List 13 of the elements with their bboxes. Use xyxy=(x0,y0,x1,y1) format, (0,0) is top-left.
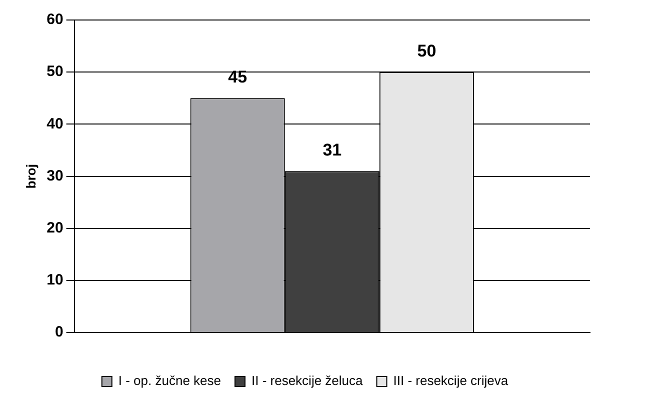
y-tick-label: 50 xyxy=(46,63,64,80)
y-tick-label: 60 xyxy=(46,11,64,28)
legend-label: II - resekcije želuca xyxy=(251,373,364,388)
y-tick-label: 40 xyxy=(46,115,64,132)
y-tick-label: 30 xyxy=(46,167,64,184)
y-tick-label: 20 xyxy=(46,220,64,237)
legend-label: III - resekcije crijeva xyxy=(393,373,509,388)
y-tick-label: 10 xyxy=(46,272,64,289)
y-tick-label: 0 xyxy=(54,324,64,341)
legend-label: I - op. žučne kese xyxy=(118,373,222,388)
data-label: 31 xyxy=(322,140,342,160)
data-label: 50 xyxy=(417,41,436,60)
y-axis-title: broj xyxy=(23,164,38,189)
